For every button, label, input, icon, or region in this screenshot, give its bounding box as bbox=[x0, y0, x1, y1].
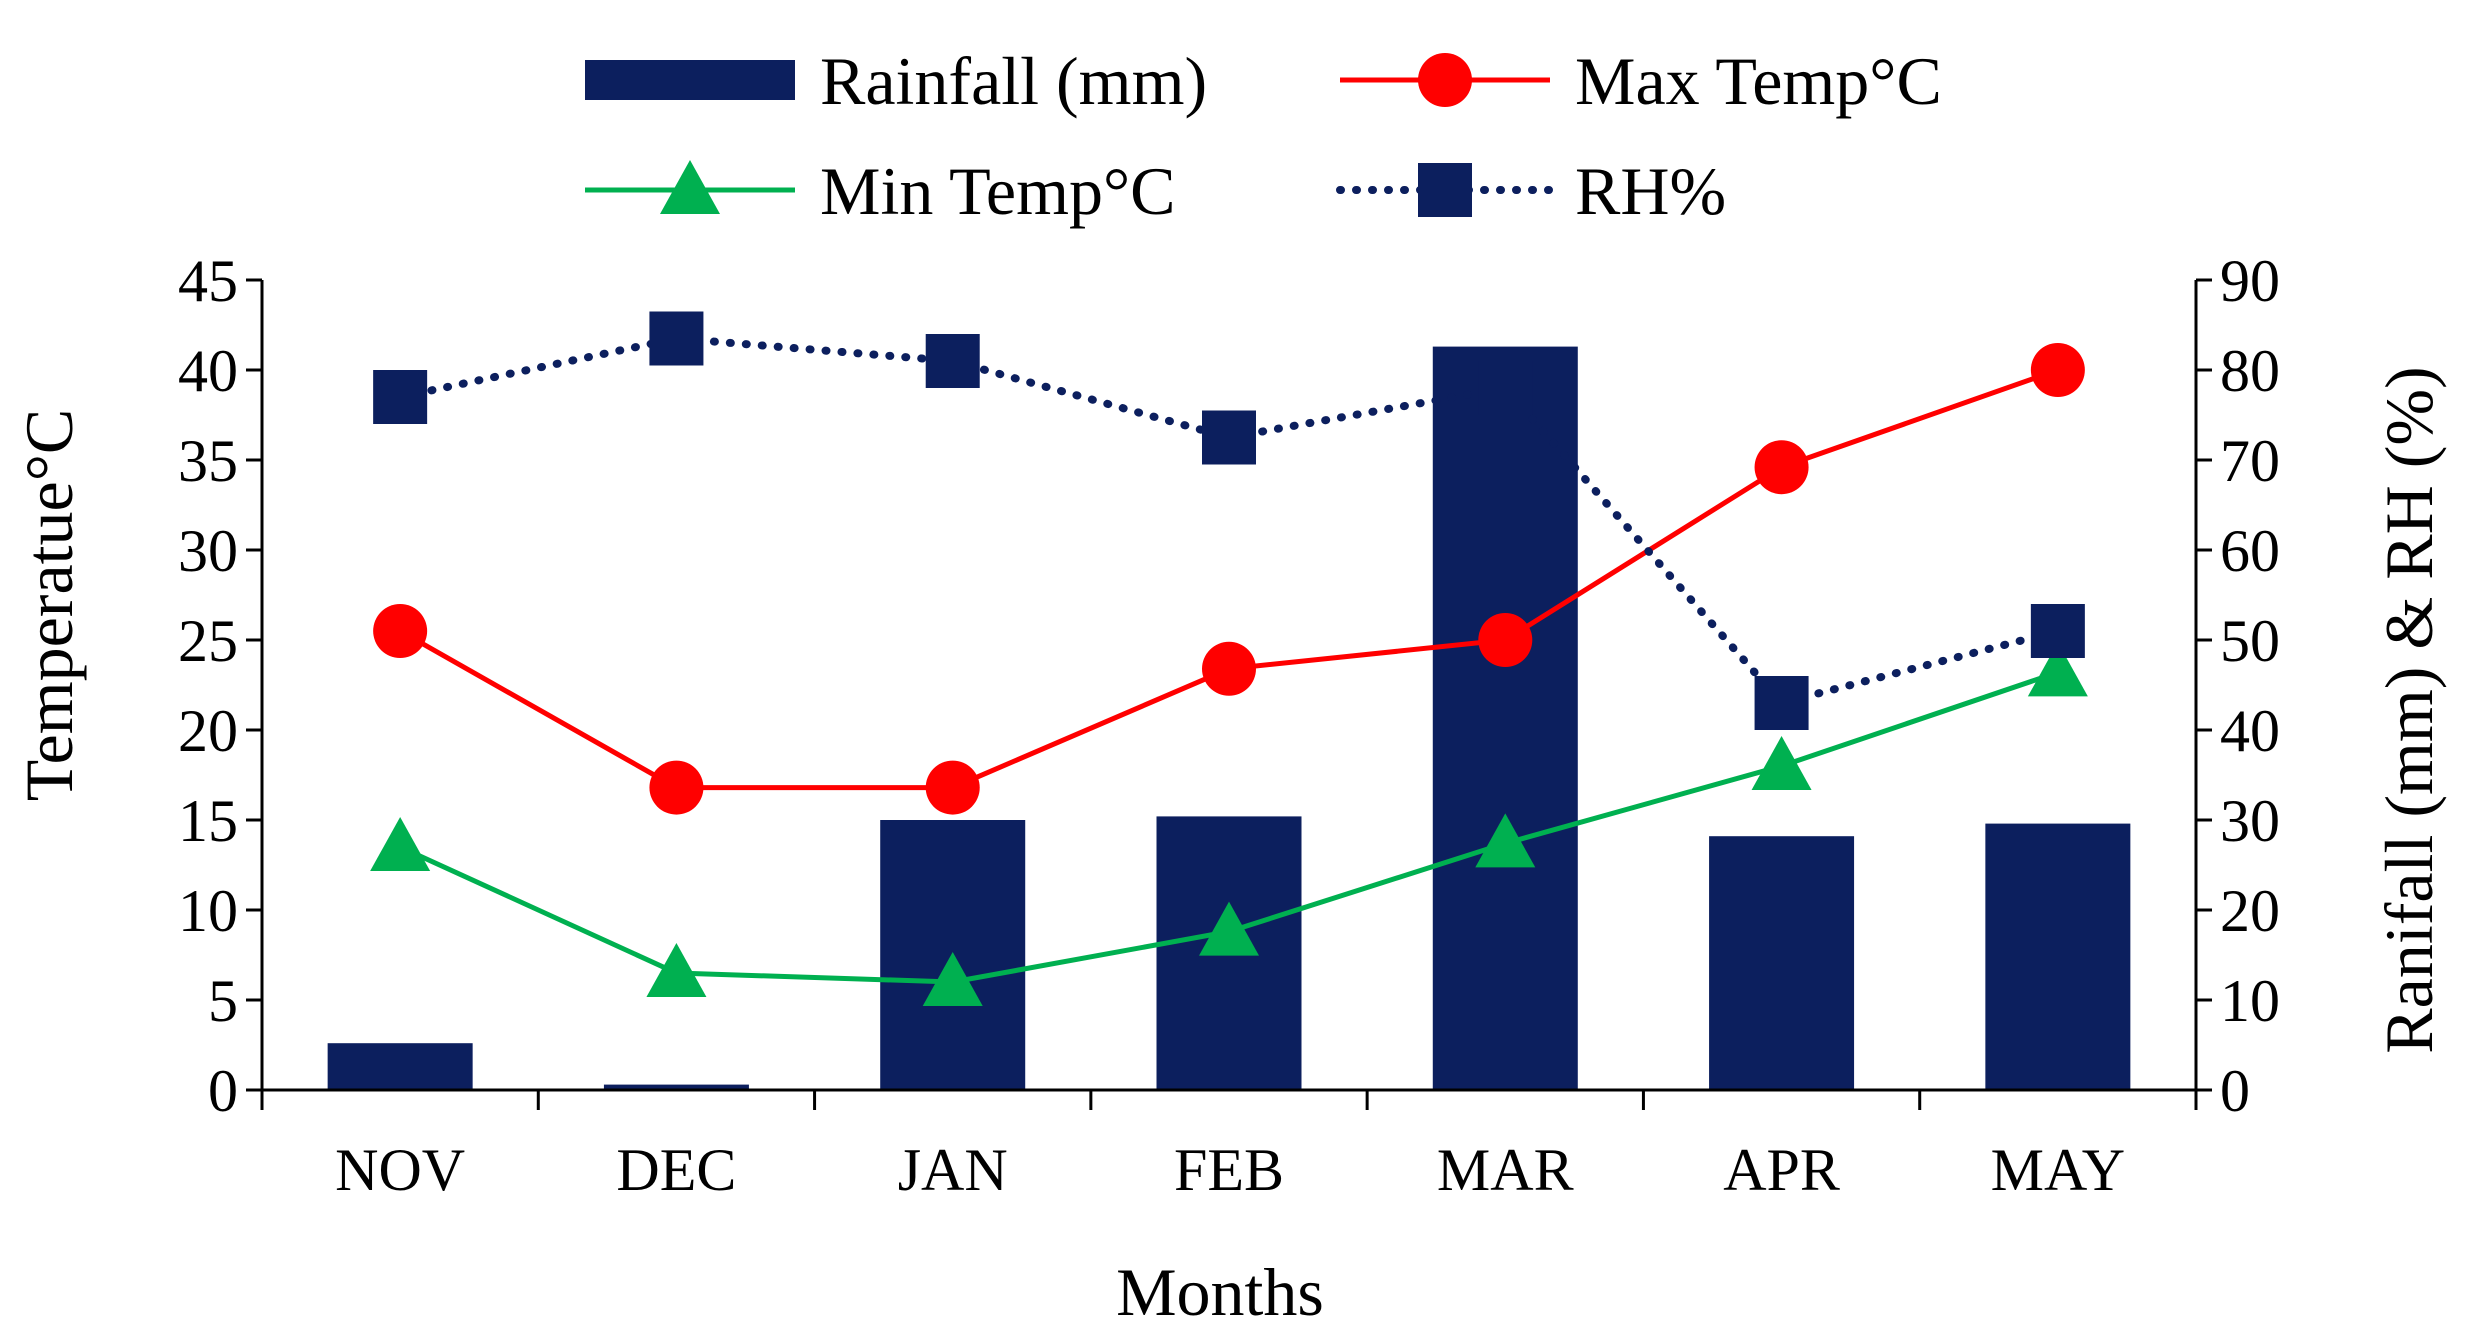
rh-point-apr bbox=[1754, 676, 1809, 730]
max-temp-point-dec bbox=[649, 760, 704, 815]
y-tick-label-right: 30 bbox=[2220, 788, 2280, 854]
y-tick-label-left: 30 bbox=[178, 518, 238, 584]
min-temp-point-feb bbox=[1199, 901, 1259, 956]
y-axis-label-right: Ranifall (mm) & RH (%) bbox=[2371, 366, 2447, 1053]
series-lines bbox=[370, 311, 2088, 1006]
min-temp-point-apr bbox=[1751, 736, 1812, 790]
max-temp-point-jan bbox=[925, 760, 980, 815]
y-tick-label-left: 45 bbox=[178, 248, 238, 314]
y-tick-label-left: 20 bbox=[178, 698, 238, 764]
rainfall-bar-mar bbox=[1432, 346, 1578, 1091]
x-tick-label-dec: DEC bbox=[616, 1137, 736, 1203]
rh-point-may bbox=[2030, 604, 2085, 658]
legend-label-max-temp: Max Temp°C bbox=[1575, 43, 1942, 119]
legend-label-rainfall: Rainfall (mm) bbox=[820, 43, 1207, 119]
x-tick-label-apr: APR bbox=[1723, 1137, 1840, 1203]
y-tick-label-right: 50 bbox=[2220, 608, 2280, 674]
legend-swatch-rainfall bbox=[585, 60, 795, 100]
y-tick-label-left: 35 bbox=[178, 428, 238, 494]
y-tick-label-right: 10 bbox=[2220, 968, 2280, 1034]
max-temp-point-feb bbox=[1202, 641, 1256, 696]
legend-label-min-temp: Min Temp°C bbox=[820, 153, 1176, 229]
y-tick-label-right: 90 bbox=[2220, 248, 2280, 314]
max-temp-point-may bbox=[2030, 343, 2085, 397]
rh-point-dec bbox=[649, 311, 704, 366]
x-tick-label-nov: NOV bbox=[335, 1137, 465, 1203]
y-tick-label-right: 80 bbox=[2220, 338, 2280, 404]
legend-marker-min-temp bbox=[660, 160, 720, 214]
x-tick-label-may: MAY bbox=[1991, 1137, 2126, 1203]
y-tick-label-right: 70 bbox=[2220, 428, 2280, 494]
chart-axes: 0 5 10 15 20 25 30 35 40 45 0 10 20 30 40 50 60 70 80 90 NOV… bbox=[178, 248, 2280, 1203]
rh-point-nov bbox=[373, 370, 428, 424]
x-tick-label-mar: MAR bbox=[1437, 1137, 1574, 1203]
y-tick-label-left: 10 bbox=[178, 878, 238, 944]
rh-point-feb bbox=[1202, 410, 1256, 465]
max-temp-point-nov bbox=[373, 604, 428, 658]
max-temp-point-apr bbox=[1754, 440, 1809, 495]
rainfall-bar-dec bbox=[603, 1084, 749, 1090]
legend: Rainfall (mm) Max Temp°C Min Temp°C RH% bbox=[585, 43, 1942, 229]
rainfall-bar-nov bbox=[327, 1043, 473, 1090]
y-tick-label-left: 0 bbox=[208, 1058, 238, 1124]
min-temp-point-nov bbox=[370, 817, 431, 871]
y-tick-label-right: 20 bbox=[2220, 878, 2280, 944]
legend-label-rh: RH% bbox=[1575, 153, 1726, 229]
x-tick-label-feb: FEB bbox=[1174, 1137, 1284, 1203]
rh-point-jan bbox=[925, 334, 980, 388]
rainfall-bar-apr bbox=[1709, 836, 1855, 1090]
legend-marker-max-temp bbox=[1418, 53, 1472, 107]
min-temp-point-dec bbox=[646, 943, 707, 997]
y-axis-label-left: Temperatue°C bbox=[11, 409, 87, 802]
rainfall-bars bbox=[327, 346, 2131, 1091]
min-temp-point-mar bbox=[1475, 813, 1536, 868]
y-tick-label-left: 25 bbox=[178, 608, 238, 674]
rainfall-bar-may bbox=[1985, 823, 2131, 1090]
axis-labels: Months Temperatue°C Ranifall (mm) & RH (… bbox=[11, 366, 2447, 1330]
y-tick-label-left: 5 bbox=[208, 968, 238, 1034]
y-tick-label-left: 15 bbox=[178, 788, 238, 854]
x-tick-label-jan: JAN bbox=[898, 1137, 1008, 1203]
min-temp-point-may bbox=[2027, 642, 2088, 697]
y-tick-label-right: 0 bbox=[2220, 1058, 2250, 1124]
y-tick-label-right: 40 bbox=[2220, 698, 2280, 764]
rh-point-mar bbox=[1478, 361, 1533, 415]
legend-marker-rh bbox=[1418, 163, 1472, 217]
y-tick-label-left: 40 bbox=[178, 338, 238, 404]
min-temp-point-jan bbox=[922, 952, 983, 1006]
x-axis-label: Months bbox=[1116, 1254, 1324, 1330]
y-tick-label-right: 60 bbox=[2220, 518, 2280, 584]
max-temp-point-mar bbox=[1478, 613, 1533, 667]
